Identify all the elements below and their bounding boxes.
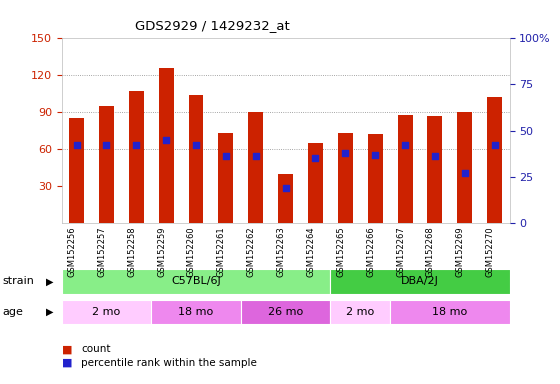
Point (102, 142, 111, 148)
Text: GSM152265: GSM152265 (337, 227, 346, 277)
Point (400, 142, 409, 148)
Bar (189, 95, 203, 223)
Bar (368, 134, 382, 223)
Text: GSM152262: GSM152262 (247, 227, 256, 277)
Bar (487, 98, 502, 223)
Bar (458, 112, 472, 223)
Text: GSM152269: GSM152269 (456, 227, 465, 277)
Bar (62, 300, 151, 324)
Text: GSM152256: GSM152256 (68, 227, 77, 277)
Text: GSM152270: GSM152270 (486, 227, 494, 277)
Text: GSM152267: GSM152267 (396, 227, 405, 277)
Bar (338, 133, 353, 223)
Bar (248, 112, 263, 223)
Bar (158, 68, 174, 223)
Point (221, 153, 230, 159)
Text: 26 mo: 26 mo (268, 307, 303, 317)
Text: strain: strain (3, 276, 35, 286)
Bar (427, 116, 442, 223)
Text: GSM152263: GSM152263 (277, 227, 286, 277)
Text: ▶: ▶ (46, 276, 53, 286)
Text: GSM152259: GSM152259 (157, 227, 166, 277)
Point (251, 153, 260, 159)
Bar (129, 91, 144, 223)
Bar (99, 106, 114, 223)
Bar (330, 300, 390, 324)
Point (72, 142, 81, 148)
Bar (69, 118, 84, 223)
Point (311, 155, 320, 161)
Text: 18 mo: 18 mo (179, 307, 213, 317)
Text: GSM152268: GSM152268 (426, 227, 435, 277)
Bar (308, 143, 323, 223)
Bar (390, 300, 510, 324)
Bar (218, 133, 234, 223)
Bar (278, 174, 293, 223)
Text: GSM152260: GSM152260 (187, 227, 196, 277)
Bar (62, 269, 330, 294)
Text: 2 mo: 2 mo (346, 307, 375, 317)
Text: age: age (3, 307, 24, 317)
Text: count: count (81, 344, 111, 354)
Bar (398, 114, 413, 223)
Text: ■: ■ (62, 344, 72, 354)
Text: percentile rank within the sample: percentile rank within the sample (81, 358, 257, 368)
Text: GSM152258: GSM152258 (127, 227, 136, 277)
Point (192, 142, 200, 148)
Text: GSM152257: GSM152257 (97, 227, 106, 277)
Text: 18 mo: 18 mo (432, 307, 468, 317)
Point (132, 142, 141, 148)
Text: GDS2929 / 1429232_at: GDS2929 / 1429232_at (136, 19, 290, 32)
Text: C57BL/6J: C57BL/6J (171, 276, 221, 286)
Text: GSM152264: GSM152264 (306, 227, 315, 277)
Text: 2 mo: 2 mo (92, 307, 120, 317)
Text: GSM152261: GSM152261 (217, 227, 226, 277)
Point (341, 150, 350, 156)
Text: DBA/2J: DBA/2J (401, 276, 439, 286)
Point (281, 185, 290, 191)
Bar (241, 300, 330, 324)
Bar (151, 300, 241, 324)
Point (371, 151, 380, 157)
Point (162, 137, 171, 143)
Text: ■: ■ (62, 358, 72, 368)
Point (460, 170, 469, 176)
Point (490, 142, 499, 148)
Text: ▶: ▶ (46, 307, 53, 317)
Bar (330, 269, 510, 294)
Text: GSM152266: GSM152266 (366, 227, 375, 277)
Point (431, 153, 440, 159)
